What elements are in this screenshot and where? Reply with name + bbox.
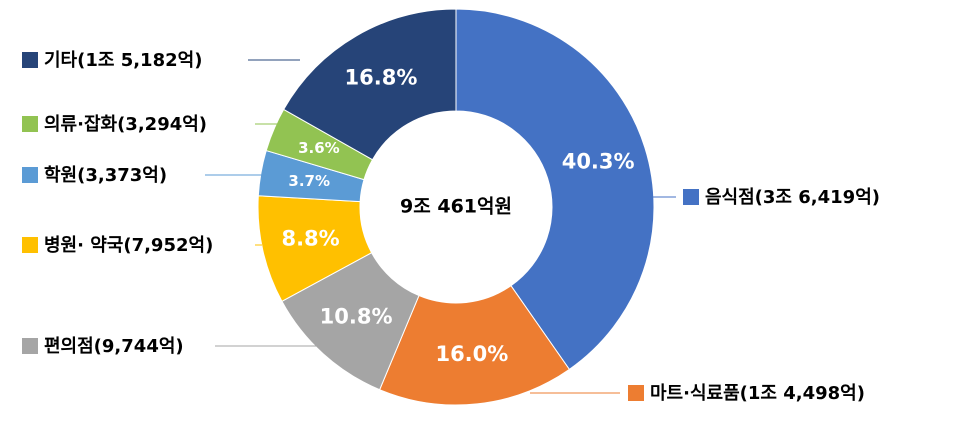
center-label: 9조 461억원: [400, 196, 512, 218]
legend-swatch: [683, 189, 699, 205]
category-label: 기타(1조 5,182억): [44, 50, 202, 71]
donut-slice: [378, 285, 571, 406]
value-label: 3.6%: [298, 139, 340, 157]
category-label: 음식점(3조 6,419억): [705, 187, 880, 208]
legend-swatch: [22, 237, 38, 253]
donut-slice: [283, 8, 457, 161]
value-label: 8.8%: [281, 227, 339, 251]
value-label: 40.3%: [562, 149, 635, 173]
value-label: 10.8%: [320, 305, 393, 329]
category-label: 병원· 약국(7,952억): [44, 234, 213, 256]
donut-slice: [455, 8, 655, 371]
category-label: 학원(3,373억): [44, 164, 167, 186]
legend-swatch: [22, 167, 38, 183]
legend-swatch: [628, 385, 644, 401]
value-label: 16.0%: [435, 342, 508, 366]
legend-swatch: [22, 116, 38, 132]
legend-swatch: [22, 338, 38, 354]
category-label: 의류·잡화(3,294억): [44, 114, 207, 135]
legend-swatch: [22, 52, 38, 68]
value-label: 16.8%: [345, 65, 418, 89]
category-label: 마트·식료품(1조 4,498억): [650, 383, 865, 404]
value-label: 3.7%: [288, 172, 330, 190]
category-label: 편의점(9,744억): [44, 336, 184, 357]
